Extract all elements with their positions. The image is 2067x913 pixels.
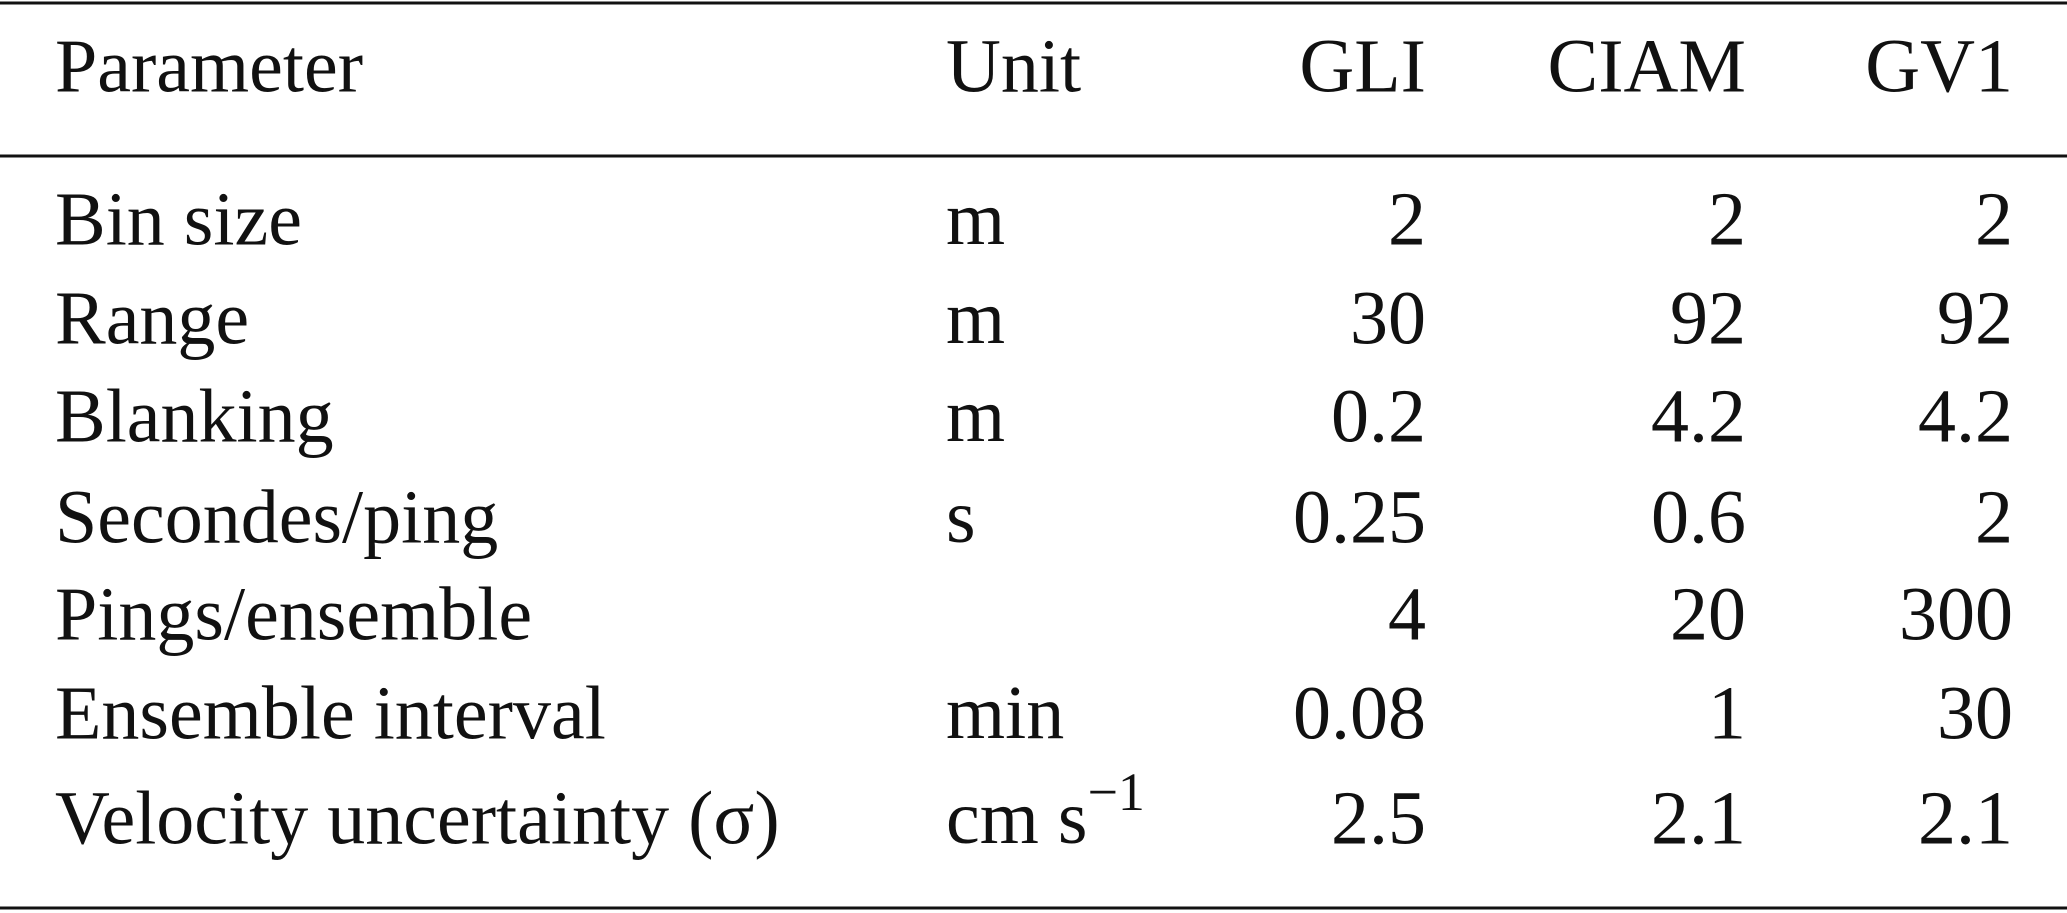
value-cell: 20	[1670, 572, 1746, 656]
unit-base: s	[946, 475, 976, 559]
value-cell: 2.5	[1331, 776, 1426, 860]
header-cell: GV1	[1865, 24, 2013, 108]
unit-cell: m	[946, 374, 1005, 458]
parameter-cell: Blanking	[55, 374, 334, 458]
value-cell: 2.1	[1918, 776, 2013, 860]
unit-base: min	[946, 671, 1064, 755]
header-cell: Parameter	[55, 24, 363, 108]
value-cell: 0.08	[1293, 671, 1426, 755]
parameter-cell: Ensemble interval	[55, 671, 606, 755]
parameter-cell: Pings/ensemble	[55, 572, 532, 656]
value-cell: 2	[1388, 177, 1426, 261]
value-cell: 2.1	[1651, 776, 1746, 860]
header-cell: CIAM	[1548, 24, 1746, 108]
value-cell: 300	[1899, 572, 2013, 656]
value-cell: 4.2	[1918, 374, 2013, 458]
value-cell: 30	[1350, 276, 1426, 360]
value-cell: 2	[1708, 177, 1746, 261]
unit-cell: m	[946, 276, 1005, 360]
value-cell: 0.25	[1293, 475, 1426, 559]
parameter-cell: Range	[55, 276, 249, 360]
header-cell: GLI	[1299, 24, 1426, 108]
header-cell: Unit	[946, 24, 1081, 108]
unit-base: m	[946, 177, 1005, 261]
parameter-cell: Velocity uncertainty (σ)	[55, 776, 780, 860]
unit-cell: m	[946, 177, 1005, 261]
value-cell: 30	[1937, 671, 2013, 755]
value-cell: 2	[1975, 177, 2013, 261]
value-cell: 4	[1388, 572, 1426, 656]
value-cell: 92	[1937, 276, 2013, 360]
unit-superscript: −1	[1087, 762, 1144, 822]
unit-cell: s	[946, 475, 976, 559]
unit-cell: cm s−1	[946, 762, 1145, 860]
parameter-cell: Secondes/ping	[55, 475, 498, 559]
value-cell: 0.6	[1651, 475, 1746, 559]
value-cell: 4.2	[1651, 374, 1746, 458]
unit-base: cm s	[946, 776, 1087, 860]
value-cell: 2	[1975, 475, 2013, 559]
value-cell: 1	[1708, 671, 1746, 755]
value-cell: 0.2	[1331, 374, 1426, 458]
unit-cell: min	[946, 671, 1064, 755]
unit-base: m	[946, 276, 1005, 360]
value-cell: 92	[1670, 276, 1746, 360]
parameter-cell: Bin size	[55, 177, 302, 261]
unit-base: m	[946, 374, 1005, 458]
